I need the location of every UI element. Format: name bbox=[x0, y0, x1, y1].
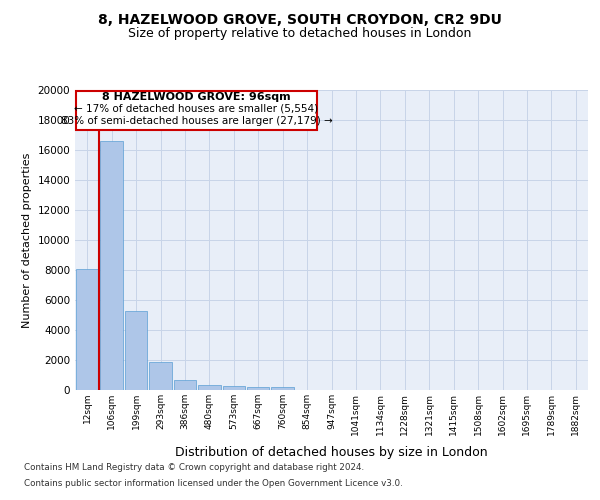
Bar bbox=[223, 386, 245, 390]
Text: Size of property relative to detached houses in London: Size of property relative to detached ho… bbox=[128, 28, 472, 40]
Bar bbox=[198, 385, 221, 390]
FancyBboxPatch shape bbox=[76, 91, 317, 130]
Y-axis label: Number of detached properties: Number of detached properties bbox=[22, 152, 32, 328]
Text: 83% of semi-detached houses are larger (27,179) →: 83% of semi-detached houses are larger (… bbox=[61, 116, 332, 126]
Bar bbox=[100, 141, 123, 390]
Text: 8 HAZELWOOD GROVE: 96sqm: 8 HAZELWOOD GROVE: 96sqm bbox=[102, 92, 291, 102]
Bar bbox=[247, 386, 269, 390]
Text: ← 17% of detached houses are smaller (5,554): ← 17% of detached houses are smaller (5,… bbox=[74, 104, 319, 114]
Bar bbox=[125, 310, 148, 390]
Bar bbox=[149, 362, 172, 390]
Text: 8, HAZELWOOD GROVE, SOUTH CROYDON, CR2 9DU: 8, HAZELWOOD GROVE, SOUTH CROYDON, CR2 9… bbox=[98, 12, 502, 26]
Bar bbox=[271, 387, 294, 390]
Text: Contains public sector information licensed under the Open Government Licence v3: Contains public sector information licen… bbox=[24, 478, 403, 488]
X-axis label: Distribution of detached houses by size in London: Distribution of detached houses by size … bbox=[175, 446, 488, 459]
Bar bbox=[173, 380, 196, 390]
Text: Contains HM Land Registry data © Crown copyright and database right 2024.: Contains HM Land Registry data © Crown c… bbox=[24, 464, 364, 472]
Bar bbox=[76, 268, 98, 390]
